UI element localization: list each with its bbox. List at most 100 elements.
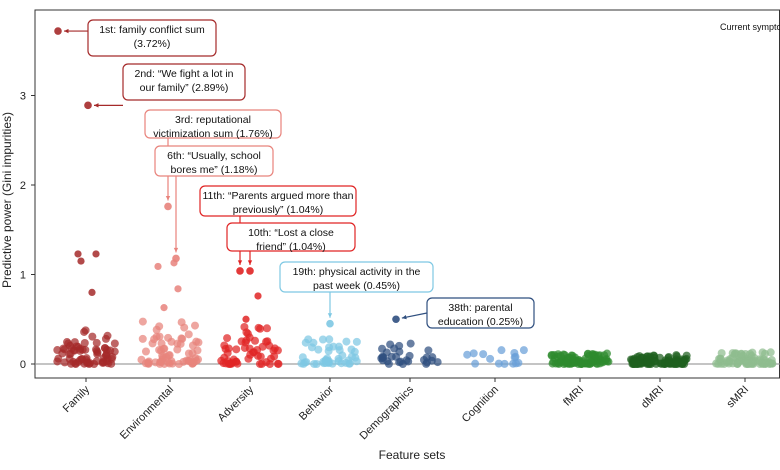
data-point — [767, 356, 776, 365]
data-point — [635, 352, 644, 361]
x-tick-label: dMRI — [639, 384, 666, 411]
highlighted-point — [84, 101, 92, 110]
data-point — [325, 335, 334, 344]
x-axis-label: Feature sets — [379, 448, 446, 462]
data-point — [233, 359, 242, 368]
data-point — [164, 333, 173, 342]
data-point — [71, 359, 80, 368]
data-point — [319, 359, 328, 368]
data-point — [152, 325, 161, 334]
data-point — [81, 326, 90, 335]
data-point — [497, 346, 506, 355]
data-point — [519, 346, 528, 355]
annotation-3: 3rd: reputational victimization sum (1.76… — [144, 109, 282, 201]
annotation-text: 6th: “Usually, school — [167, 150, 261, 162]
annotation-arrowhead — [237, 260, 243, 265]
annotation-text: friend” (1.04%) — [256, 241, 325, 253]
data-point — [424, 346, 433, 355]
data-point — [681, 355, 690, 364]
data-point — [352, 337, 361, 346]
data-point — [155, 359, 164, 368]
data-point — [384, 359, 393, 368]
data-point — [138, 334, 147, 343]
data-point — [80, 338, 89, 347]
x-tick-label: Demographics — [357, 383, 416, 442]
data-point — [378, 344, 387, 353]
data-point — [53, 357, 62, 366]
data-point — [232, 345, 241, 354]
highlighted-point — [392, 315, 400, 324]
data-point — [237, 337, 246, 346]
x-tick-label: Family — [61, 383, 93, 415]
data-point — [92, 250, 100, 258]
x-tick-label: Environmental — [118, 384, 176, 442]
data-point — [262, 324, 271, 333]
data-point — [254, 292, 262, 300]
highlighted-point — [326, 319, 334, 328]
data-point — [110, 339, 119, 348]
data-point — [309, 338, 318, 347]
data-point — [656, 359, 665, 368]
annotation-text: 38th: parental — [448, 302, 512, 314]
annotation-text: 2nd: “We fight a lot in — [134, 68, 233, 80]
data-point — [577, 359, 586, 368]
y-axis-label: Predictive power (Gini impurities) — [0, 112, 14, 288]
data-point — [270, 352, 279, 361]
annotation-text: education (0.25%) — [438, 316, 523, 328]
annotation-2: 2nd: “We fight a lot in our family” (2.89… — [94, 63, 246, 108]
y-tick-label: 3 — [20, 91, 26, 103]
data-point — [188, 349, 197, 358]
annotation-arrowhead — [165, 195, 171, 201]
data-point — [423, 358, 432, 367]
x-tick-label: fMRI — [561, 384, 586, 409]
data-point — [160, 344, 169, 353]
data-point — [70, 338, 79, 347]
data-point — [556, 351, 565, 360]
data-point — [716, 354, 725, 363]
data-point — [92, 357, 101, 366]
data-point — [273, 346, 282, 355]
data-point — [53, 346, 62, 355]
data-point — [242, 328, 251, 337]
data-point — [406, 339, 415, 348]
data-point — [65, 350, 74, 359]
data-point — [175, 359, 184, 368]
annotation-text: bores me” (1.18%) — [171, 164, 258, 176]
annotation-text: victimization sum (1.76%) — [153, 128, 273, 140]
highlighted-point — [54, 27, 62, 35]
data-point — [486, 354, 495, 363]
data-point — [240, 343, 249, 352]
data-point — [757, 359, 766, 368]
data-point — [643, 357, 652, 366]
highlighted-point — [172, 254, 180, 263]
annotation-text: 3rd: reputational — [175, 114, 251, 126]
data-point — [733, 359, 742, 368]
data-point — [766, 348, 775, 357]
annotation-box — [144, 109, 282, 139]
data-point — [257, 359, 266, 368]
y-tick-label: 2 — [20, 180, 26, 192]
data-point — [273, 359, 282, 368]
data-point — [223, 334, 232, 343]
data-point — [387, 352, 396, 361]
x-tick-label: Cognition — [460, 384, 501, 425]
annotation-arrowhead — [401, 315, 407, 320]
data-point — [747, 358, 756, 367]
data-point — [192, 337, 201, 346]
data-point — [83, 358, 92, 367]
annotation-4: 6th: “Usually, school bores me” (1.18%) — [154, 145, 274, 253]
data-point — [746, 349, 755, 358]
data-point — [350, 347, 359, 356]
annotation-text: past week (0.45%) — [313, 280, 400, 292]
data-point — [297, 359, 306, 368]
y-tick-label: 1 — [20, 270, 26, 282]
data-point — [251, 336, 260, 345]
annotation-box — [154, 145, 274, 177]
data-point — [562, 359, 571, 368]
data-point — [262, 337, 271, 346]
data-point — [88, 332, 97, 341]
annotation-text: our family” (2.89%) — [140, 82, 229, 94]
annotation-box — [122, 63, 246, 101]
y-tick-label: 0 — [20, 359, 26, 371]
